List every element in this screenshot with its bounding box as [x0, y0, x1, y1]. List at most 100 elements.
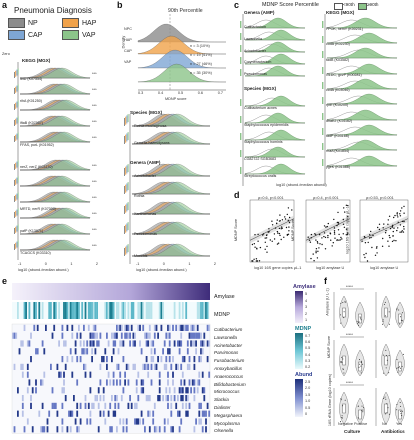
- scatter-point: [315, 252, 317, 254]
- abund-cell: [63, 379, 65, 386]
- species-label: Gemella haemolysans: [134, 141, 170, 145]
- abund-cell: [56, 426, 59, 433]
- antibiotics-no: No: [382, 422, 387, 426]
- zero-bar: [17, 192, 19, 199]
- scatter-point: [372, 234, 374, 237]
- abund-cell: [116, 426, 118, 433]
- abund-cell: [181, 371, 184, 378]
- gene-label: FFAS, purL (K01952): [20, 143, 54, 147]
- zero-bar: [16, 241, 18, 248]
- mdnp-cell: [122, 302, 125, 319]
- abund-cell: [129, 395, 131, 402]
- abund-cell: [137, 371, 140, 378]
- abund-cell: [181, 395, 184, 402]
- density-curve: [137, 49, 227, 69]
- abund-cell: [200, 348, 202, 355]
- scatter-point: [317, 250, 319, 252]
- mdnp-cell: [69, 302, 72, 319]
- abund-cell: [193, 363, 196, 370]
- abund-cell: [170, 426, 173, 433]
- zero-bar: [124, 248, 125, 256]
- abund-cell: [21, 340, 24, 347]
- zero-bar: [17, 116, 19, 123]
- scatter-point: [370, 230, 372, 233]
- scatter-point: [370, 236, 372, 239]
- scatter-point: [251, 243, 254, 246]
- scatter-point: [342, 223, 345, 225]
- scatter-frame: [359, 199, 409, 263]
- abund-cell: [120, 324, 123, 331]
- amylase-bar: [12, 283, 210, 300]
- violin-point: [340, 314, 342, 316]
- scatter-point: [278, 227, 281, 230]
- violin-point: [401, 320, 403, 322]
- density-xlabel: MDNP score: [165, 97, 187, 101]
- abund-cell: [191, 324, 194, 331]
- violin-point: [384, 396, 386, 398]
- violin-point: [340, 398, 342, 400]
- violin-point: [341, 417, 343, 419]
- density-group-labels: NPC HAP CAP VAP: [124, 27, 133, 64]
- legend-swatch-ge90: [358, 3, 367, 10]
- abund-cell: [94, 395, 97, 402]
- scatter-point: [274, 227, 277, 229]
- mdnp-cell: [89, 302, 92, 319]
- abund-cell: [198, 356, 201, 363]
- zero-bar: [322, 97, 324, 104]
- abund-cell: [84, 395, 87, 402]
- abund-cell: [144, 332, 146, 339]
- box-plot: [342, 355, 346, 366]
- scatter-point: [257, 233, 259, 236]
- scatter-point: [389, 236, 391, 239]
- abund-cell: [61, 356, 64, 363]
- ridgeline-plot-c-left: [240, 14, 306, 186]
- zero-bar: [322, 159, 324, 166]
- abund-cell: [112, 379, 115, 386]
- scatter-point: [327, 222, 329, 225]
- scatter-point: [327, 236, 329, 239]
- abund-cell: [152, 340, 155, 347]
- abund-cell: [79, 340, 82, 347]
- abund-cell: [186, 410, 189, 417]
- abund-cell: [45, 324, 47, 331]
- regression-line: [249, 218, 295, 241]
- violin-point: [399, 402, 401, 403]
- scatter-point: [323, 235, 325, 238]
- scatter-point: [321, 243, 323, 246]
- genus-label: Xanthomonas: [134, 212, 157, 216]
- abund-cell: [172, 371, 174, 378]
- abund-cell: [188, 332, 191, 339]
- abund-cell: [71, 324, 74, 331]
- legend-swatch-lt90: [334, 3, 343, 10]
- ylabel-f2: MDNP Score: [327, 335, 332, 359]
- abund-cell: [124, 379, 126, 386]
- abund-cell: [158, 395, 161, 402]
- abund-cell: [193, 324, 196, 331]
- zero-bar: [17, 176, 19, 183]
- abund-cell: [112, 332, 115, 339]
- scale-amylase-title: Amylase: [293, 284, 316, 290]
- abund-cell: [107, 371, 110, 378]
- abund-cell: [137, 418, 140, 425]
- abund-cell: [53, 402, 56, 409]
- abund-cell: [116, 379, 118, 386]
- scatter-point: [391, 240, 394, 243]
- abund-cell: [78, 324, 80, 331]
- zero-bar: [14, 72, 15, 78]
- zero-bar: [322, 143, 324, 150]
- abund-cell: [122, 387, 125, 394]
- abund-cell: [180, 340, 183, 347]
- scale-abund-title: Abund: [295, 372, 313, 378]
- violin-point: [398, 323, 400, 325]
- abund-cell: [127, 324, 130, 331]
- abund-cell: [168, 387, 171, 394]
- abund-cell: [206, 402, 209, 409]
- mdnp-row-label: MDNP: [214, 312, 230, 318]
- scatter-point: [403, 228, 405, 230]
- abund-cell: [134, 332, 136, 339]
- violin-point: [400, 405, 402, 407]
- species-label: Rothia mucilaginosa: [134, 124, 167, 128]
- abund-cell: [129, 340, 131, 347]
- abund-cell: [175, 324, 178, 331]
